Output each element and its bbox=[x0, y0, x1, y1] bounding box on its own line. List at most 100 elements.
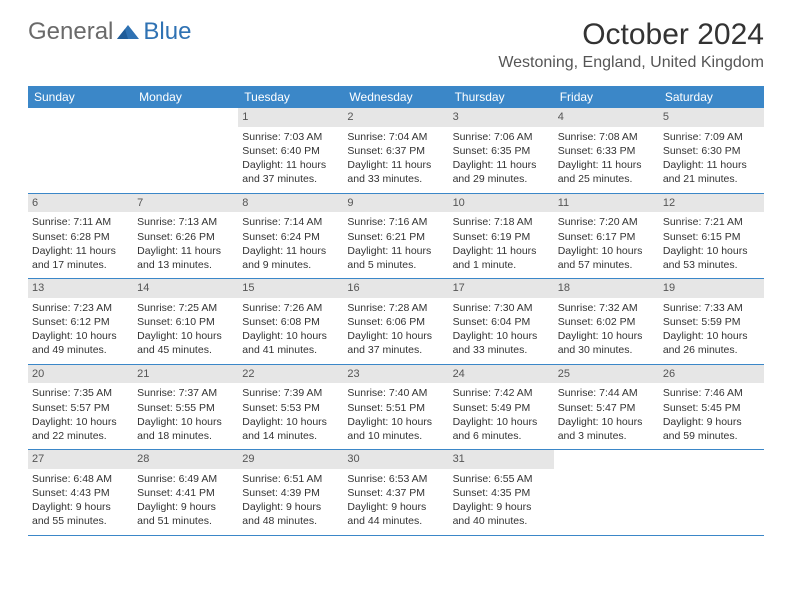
sunset-text: Sunset: 6:35 PM bbox=[453, 144, 550, 158]
sunrise-text: Sunrise: 7:42 AM bbox=[453, 386, 550, 400]
sunset-text: Sunset: 6:17 PM bbox=[558, 230, 655, 244]
sunset-text: Sunset: 5:45 PM bbox=[663, 401, 760, 415]
sunrise-text: Sunrise: 7:09 AM bbox=[663, 130, 760, 144]
sunset-text: Sunset: 6:24 PM bbox=[242, 230, 339, 244]
sunset-text: Sunset: 6:37 PM bbox=[347, 144, 444, 158]
sunset-text: Sunset: 6:28 PM bbox=[32, 230, 129, 244]
sunset-text: Sunset: 6:12 PM bbox=[32, 315, 129, 329]
sunrise-text: Sunrise: 7:37 AM bbox=[137, 386, 234, 400]
day-number: 1 bbox=[238, 108, 343, 127]
day-cell: 9Sunrise: 7:16 AMSunset: 6:21 PMDaylight… bbox=[343, 194, 448, 279]
day-number: 25 bbox=[554, 365, 659, 384]
logo: General Blue bbox=[28, 18, 191, 46]
day-number: 7 bbox=[133, 194, 238, 213]
day-cell: 7Sunrise: 7:13 AMSunset: 6:26 PMDaylight… bbox=[133, 194, 238, 279]
day-cell: 3 Sunrise: 7:06 AMSunset: 6:35 PMDaylight… bbox=[449, 108, 554, 193]
daylight-text: Daylight: 11 hours and 21 minutes. bbox=[663, 158, 760, 186]
day-cell: 6Sunrise: 7:11 AMSunset: 6:28 PMDaylight… bbox=[28, 194, 133, 279]
sunset-text: Sunset: 6:15 PM bbox=[663, 230, 760, 244]
sunset-text: Sunset: 6:04 PM bbox=[453, 315, 550, 329]
day-cell: 10Sunrise: 7:18 AMSunset: 6:19 PMDayligh… bbox=[449, 194, 554, 279]
day-number: 3 bbox=[449, 108, 554, 127]
day-number: 5 bbox=[659, 108, 764, 127]
calendar: SundayMondayTuesdayWednesdayThursdayFrid… bbox=[0, 76, 792, 536]
day-cell: 8 Sunrise: 7:14 AMSunset: 6:24 PMDaylight… bbox=[238, 194, 343, 279]
daylight-text: Daylight: 10 hours and 45 minutes. bbox=[137, 329, 234, 357]
sunset-text: Sunset: 6:26 PM bbox=[137, 230, 234, 244]
day-header: Monday bbox=[133, 86, 238, 108]
daylight-text: Daylight: 9 hours and 51 minutes. bbox=[137, 500, 234, 528]
sunrise-text: Sunrise: 7:25 AM bbox=[137, 301, 234, 315]
daylight-text: Daylight: 11 hours and 33 minutes. bbox=[347, 158, 444, 186]
day-header-row: SundayMondayTuesdayWednesdayThursdayFrid… bbox=[28, 86, 764, 108]
sunrise-text: Sunrise: 7:33 AM bbox=[663, 301, 760, 315]
daylight-text: Daylight: 11 hours and 9 minutes. bbox=[242, 244, 339, 272]
day-cell: 1Sunrise: 7:03 AMSunset: 6:40 PMDaylight… bbox=[238, 108, 343, 193]
logo-text-blue: Blue bbox=[143, 18, 191, 46]
daylight-text: Daylight: 10 hours and 3 minutes. bbox=[558, 415, 655, 443]
daylight-text: Daylight: 10 hours and 53 minutes. bbox=[663, 244, 760, 272]
sunset-text: Sunset: 6:10 PM bbox=[137, 315, 234, 329]
day-cell: 27Sunrise: 6:48 AMSunset: 4:43 PMDayligh… bbox=[28, 450, 133, 535]
day-number: 14 bbox=[133, 279, 238, 298]
sunrise-text: Sunrise: 7:11 AM bbox=[32, 215, 129, 229]
sunrise-text: Sunrise: 7:35 AM bbox=[32, 386, 129, 400]
sunset-text: Sunset: 5:53 PM bbox=[242, 401, 339, 415]
sunrise-text: Sunrise: 7:32 AM bbox=[558, 301, 655, 315]
day-number: 27 bbox=[28, 450, 133, 469]
sunrise-text: Sunrise: 7:04 AM bbox=[347, 130, 444, 144]
logo-icon bbox=[115, 19, 141, 45]
sunrise-text: Sunrise: 7:21 AM bbox=[663, 215, 760, 229]
sunset-text: Sunset: 5:59 PM bbox=[663, 315, 760, 329]
daylight-text: Daylight: 9 hours and 40 minutes. bbox=[453, 500, 550, 528]
daylight-text: Daylight: 11 hours and 17 minutes. bbox=[32, 244, 129, 272]
sunrise-text: Sunrise: 7:40 AM bbox=[347, 386, 444, 400]
sunrise-text: Sunrise: 6:53 AM bbox=[347, 472, 444, 486]
location-text: Westoning, England, United Kingdom bbox=[498, 54, 764, 72]
sunrise-text: Sunrise: 6:55 AM bbox=[453, 472, 550, 486]
sunrise-text: Sunrise: 6:49 AM bbox=[137, 472, 234, 486]
day-cell: 4Sunrise: 7:08 AMSunset: 6:33 PMDaylight… bbox=[554, 108, 659, 193]
sunset-text: Sunset: 5:51 PM bbox=[347, 401, 444, 415]
day-number: 13 bbox=[28, 279, 133, 298]
day-cell: 22Sunrise: 7:39 AMSunset: 5:53 PMDayligh… bbox=[238, 365, 343, 450]
sunset-text: Sunset: 6:21 PM bbox=[347, 230, 444, 244]
day-cell: 25Sunrise: 7:44 AMSunset: 5:47 PMDayligh… bbox=[554, 365, 659, 450]
day-cell: 15Sunrise: 7:26 AMSunset: 6:08 PMDayligh… bbox=[238, 279, 343, 364]
sunrise-text: Sunrise: 7:26 AM bbox=[242, 301, 339, 315]
daylight-text: Daylight: 11 hours and 25 minutes. bbox=[558, 158, 655, 186]
sunrise-text: Sunrise: 7:30 AM bbox=[453, 301, 550, 315]
day-number: 8 bbox=[238, 194, 343, 213]
sunrise-text: Sunrise: 7:06 AM bbox=[453, 130, 550, 144]
day-cell-empty bbox=[28, 108, 133, 193]
day-cell: 23Sunrise: 7:40 AMSunset: 5:51 PMDayligh… bbox=[343, 365, 448, 450]
day-number: 26 bbox=[659, 365, 764, 384]
day-cell: 28Sunrise: 6:49 AMSunset: 4:41 PMDayligh… bbox=[133, 450, 238, 535]
day-cell: 5Sunrise: 7:09 AMSunset: 6:30 PMDaylight… bbox=[659, 108, 764, 193]
daylight-text: Daylight: 9 hours and 48 minutes. bbox=[242, 500, 339, 528]
daylight-text: Daylight: 11 hours and 29 minutes. bbox=[453, 158, 550, 186]
day-cell: 12Sunrise: 7:21 AMSunset: 6:15 PMDayligh… bbox=[659, 194, 764, 279]
sunset-text: Sunset: 4:43 PM bbox=[32, 486, 129, 500]
title-block: October 2024 Westoning, England, United … bbox=[498, 18, 764, 72]
sunset-text: Sunset: 6:08 PM bbox=[242, 315, 339, 329]
daylight-text: Daylight: 10 hours and 37 minutes. bbox=[347, 329, 444, 357]
sunrise-text: Sunrise: 7:44 AM bbox=[558, 386, 655, 400]
daylight-text: Daylight: 9 hours and 44 minutes. bbox=[347, 500, 444, 528]
sunset-text: Sunset: 6:02 PM bbox=[558, 315, 655, 329]
day-cell: 11Sunrise: 7:20 AMSunset: 6:17 PMDayligh… bbox=[554, 194, 659, 279]
sunset-text: Sunset: 5:49 PM bbox=[453, 401, 550, 415]
daylight-text: Daylight: 10 hours and 49 minutes. bbox=[32, 329, 129, 357]
day-number: 28 bbox=[133, 450, 238, 469]
sunrise-text: Sunrise: 7:14 AM bbox=[242, 215, 339, 229]
sunset-text: Sunset: 5:55 PM bbox=[137, 401, 234, 415]
day-cell: 2 Sunrise: 7:04 AMSunset: 6:37 PMDaylight… bbox=[343, 108, 448, 193]
day-number: 2 bbox=[343, 108, 448, 127]
sunrise-text: Sunrise: 7:18 AM bbox=[453, 215, 550, 229]
day-cell: 24Sunrise: 7:42 AMSunset: 5:49 PMDayligh… bbox=[449, 365, 554, 450]
day-number: 11 bbox=[554, 194, 659, 213]
day-cell: 20Sunrise: 7:35 AMSunset: 5:57 PMDayligh… bbox=[28, 365, 133, 450]
daylight-text: Daylight: 10 hours and 22 minutes. bbox=[32, 415, 129, 443]
day-number: 21 bbox=[133, 365, 238, 384]
day-cell: 19Sunrise: 7:33 AMSunset: 5:59 PMDayligh… bbox=[659, 279, 764, 364]
